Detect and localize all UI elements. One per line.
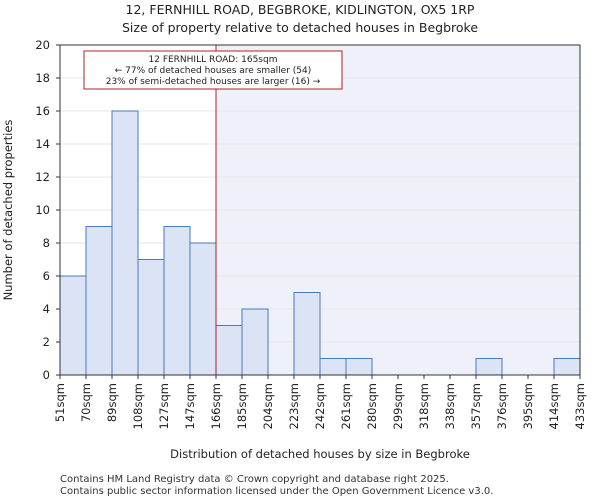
y-axis-label: Number of detached properties [1,120,15,301]
annotation-line-1: 12 FERNHILL ROAD: 165sqm [149,55,278,65]
x-axis-label: Distribution of detached houses by size … [170,447,470,461]
footer-line-1: Contains HM Land Registry data © Crown c… [60,474,449,485]
y-tick-label: 10 [35,203,50,217]
x-tick-label: 280sqm [365,383,379,429]
footer: Contains HM Land Registry data © Crown c… [60,474,493,498]
footer-line-2: Contains public sector information licen… [60,486,494,497]
x-tick-label: 147sqm [183,383,197,429]
bar-89sqm [111,110,139,376]
x-tick-label: 127sqm [157,383,171,429]
y-axis-ticks: 0 2 4 6 8 10 12 14 16 18 20 [35,38,60,382]
annotation-line-2: ← 77% of detached houses are smaller (54… [115,66,312,76]
x-axis-ticks: 51sqm 70sqm 89sqm 108sqm 127sqm 147sqm 166sqm 1… [53,375,587,429]
y-tick-label: 16 [35,104,50,118]
y-tick-label: 18 [35,71,50,85]
x-tick-label: 299sqm [391,383,405,429]
x-tick-label: 376sqm [495,383,509,429]
bar-70sqm [85,226,113,376]
annotation-line-3: 23% of semi-detached houses are larger (… [106,77,321,87]
y-tick-label: 8 [43,236,50,250]
x-tick-label: 51sqm [53,383,67,422]
bar-357sqm [475,358,503,376]
y-tick-label: 12 [35,170,50,184]
bar-414sqm [553,358,581,376]
x-tick-label: 414sqm [547,383,561,429]
x-tick-label: 166sqm [209,383,223,429]
x-tick-label: 204sqm [261,383,275,429]
x-tick-label: 223sqm [287,383,301,429]
y-tick-label: 20 [35,38,50,52]
bar-108sqm [137,259,165,376]
bar-242sqm [319,358,347,376]
annotation-border [83,50,343,90]
bar-261sqm [345,358,373,376]
bar-51sqm [59,275,87,376]
x-tick-label: 318sqm [417,383,431,429]
y-tick-label: 4 [43,302,50,316]
x-tick-label: 185sqm [235,383,249,429]
chart-subtitle: Size of property relative to detached ho… [122,20,478,35]
chart-title: 12, FERNHILL ROAD, BEGBROKE, KIDLINGTON,… [126,2,475,17]
y-tick-label: 2 [43,335,50,349]
x-tick-label: 357sqm [469,383,483,429]
x-tick-label: 395sqm [521,383,535,429]
annotation-box: 12 FERNHILL ROAD: 165sqm ← 77% of detach… [83,50,343,90]
bar-147sqm [189,242,217,376]
x-tick-label: 242sqm [313,383,327,429]
bars [59,110,581,376]
y-tick-label: 0 [43,368,50,382]
bar-223sqm [293,292,321,376]
bar-166sqm [215,325,243,376]
x-tick-label: 108sqm [131,383,145,429]
x-tick-label: 89sqm [105,383,119,422]
bar-185sqm [241,308,269,376]
bar-127sqm [163,226,191,376]
y-tick-label: 14 [35,137,50,151]
x-tick-label: 338sqm [443,383,457,429]
y-tick-label: 6 [43,269,50,283]
x-tick-label: 433sqm [573,383,587,429]
x-tick-label: 70sqm [79,383,93,422]
x-tick-label: 261sqm [339,383,353,429]
